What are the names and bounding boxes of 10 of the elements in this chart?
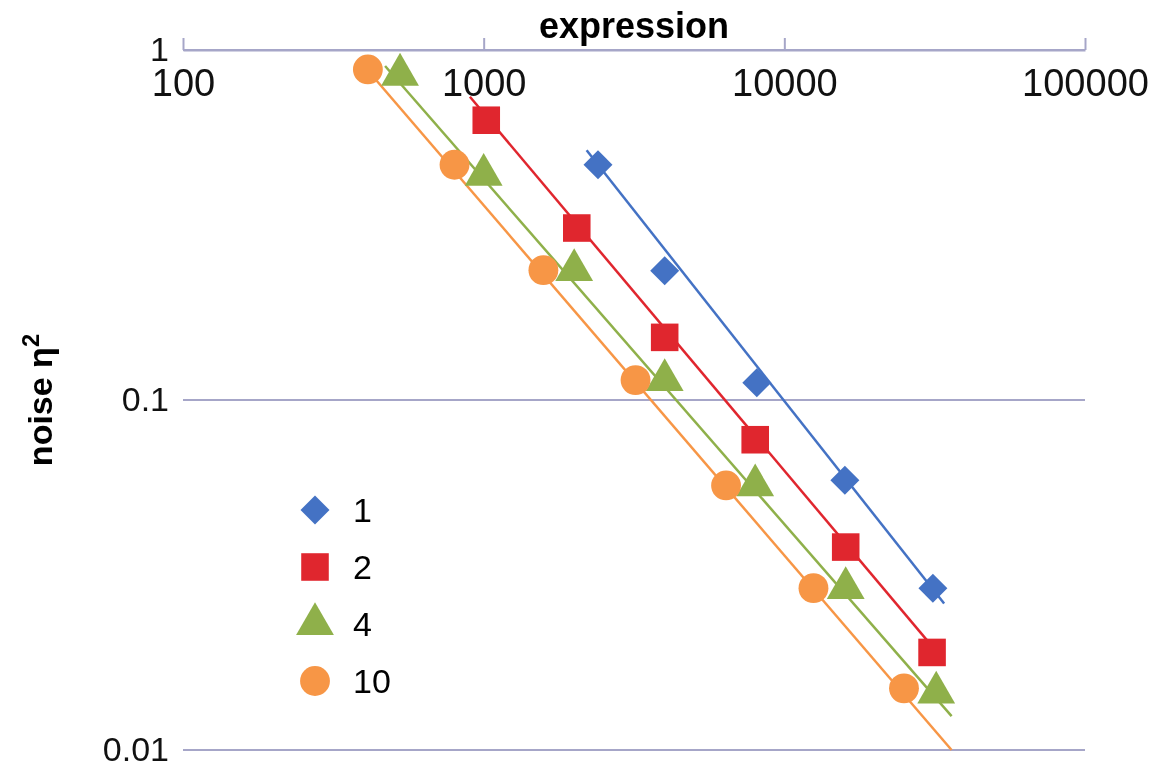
y-tick-label: 0.01 xyxy=(102,730,169,769)
legend-label: 1 xyxy=(353,490,372,529)
legend-label: 10 xyxy=(353,661,391,700)
y-tick-label: 0.1 xyxy=(121,380,169,419)
x-tick-label: 100000 xyxy=(1022,62,1149,104)
x-axis-title: expression xyxy=(538,5,730,46)
legend-label: 2 xyxy=(353,547,372,586)
legend-label: 4 xyxy=(353,604,372,643)
x-tick-label: 10000 xyxy=(732,62,838,104)
x-tick-label: 1000 xyxy=(441,62,527,104)
